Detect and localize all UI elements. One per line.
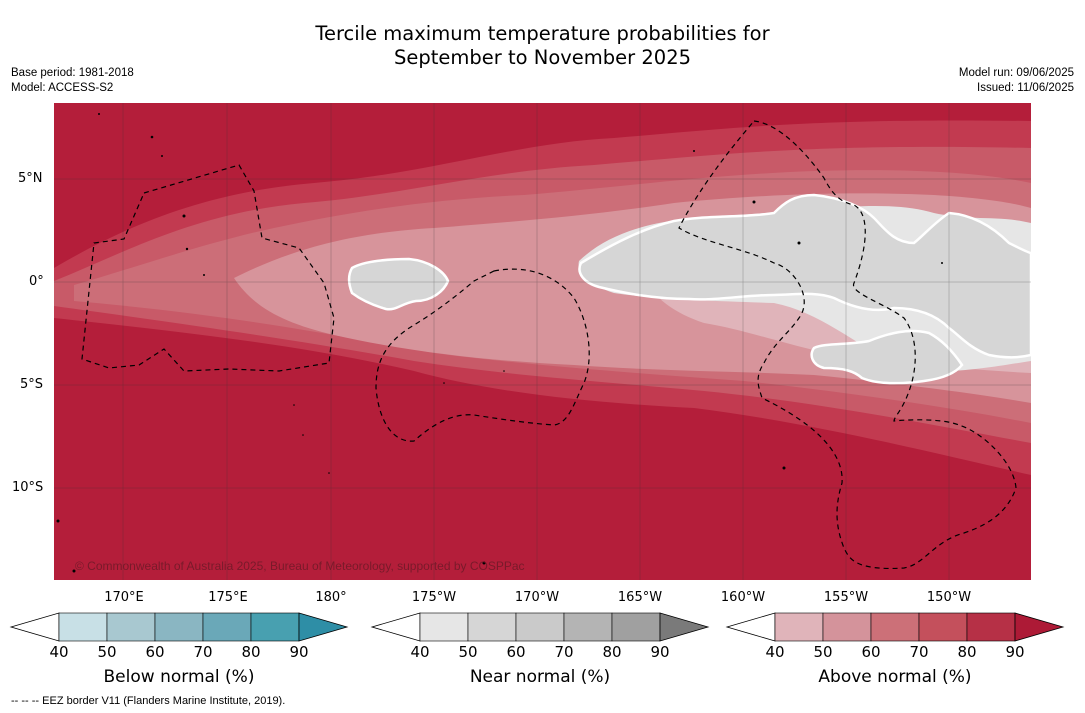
- issued-date: Issued: 11/06/2025: [977, 81, 1074, 94]
- cb-near-tick-90: 90: [650, 643, 670, 661]
- title-line-1: Tercile maximum temperature probabilitie…: [315, 22, 770, 45]
- grid-lines: [54, 103, 1031, 580]
- lat-label-5n: 5°N: [18, 171, 43, 186]
- cb-near-title: Near normal (%): [469, 667, 611, 687]
- lon-label-155w: 155°W: [823, 590, 869, 605]
- lon-label-165w: 165°W: [617, 590, 663, 605]
- above-segment-40: [774, 612, 824, 642]
- cb-below-tick-50: 50: [97, 643, 117, 661]
- probability-map: © Commonwealth of Australia 2025, Bureau…: [54, 103, 1031, 580]
- below-extend-high: [298, 612, 349, 642]
- below-extend-low: [9, 612, 60, 642]
- lat-label-0: 0°: [29, 274, 44, 289]
- near-segment-70: [563, 612, 613, 642]
- map-svg: [54, 103, 1031, 580]
- cb-below-tick-90: 90: [289, 643, 309, 661]
- colorbar-below: [9, 612, 349, 642]
- lon-label-150w: 150°W: [926, 590, 972, 605]
- near-segment-80: [611, 612, 661, 642]
- lon-label-175w: 175°W: [411, 590, 457, 605]
- cb-below-tick-40: 40: [49, 643, 69, 661]
- above-segment-60: [870, 612, 920, 642]
- near-segment-60: [515, 612, 565, 642]
- lon-label-160w: 160°W: [720, 590, 766, 605]
- lon-label-170w: 170°W: [514, 590, 560, 605]
- cb-near-tick-80: 80: [602, 643, 622, 661]
- near-extend-low: [370, 612, 421, 642]
- cb-below-tick-60: 60: [145, 643, 165, 661]
- colorbars-svg: [9, 612, 1065, 642]
- below-segment-80: [250, 612, 300, 642]
- near-segment-50: [467, 612, 517, 642]
- cb-above-tick-60: 60: [861, 643, 881, 661]
- lon-label-180: 180°: [315, 590, 347, 605]
- cb-above-tick-90: 90: [1005, 643, 1025, 661]
- copyright-note: © Commonwealth of Australia 2025, Bureau…: [75, 559, 525, 573]
- base-period: Base period: 1981-2018: [11, 67, 134, 79]
- cb-near-tick-40: 40: [410, 643, 430, 661]
- below-segment-50: [106, 612, 156, 642]
- cb-near-tick-60: 60: [506, 643, 526, 661]
- cb-near-tick-70: 70: [554, 643, 574, 661]
- cb-above-title: Above normal (%): [818, 667, 972, 687]
- below-segment-60: [154, 612, 204, 642]
- cb-below-tick-80: 80: [241, 643, 261, 661]
- cb-below-title: Below normal (%): [103, 667, 255, 687]
- band-near-50-west: [347, 257, 450, 311]
- eez-central: [375, 268, 590, 442]
- band-near-50-east: [578, 193, 1031, 359]
- below-segment-70: [202, 612, 252, 642]
- lon-label-170e: 170°E: [104, 590, 144, 605]
- cb-above-tick-70: 70: [909, 643, 929, 661]
- cb-near-tick-50: 50: [458, 643, 478, 661]
- lat-label-10s: 10°S: [12, 480, 44, 495]
- meta-left: Base period: 1981-2018 Model: ACCESS-S2: [11, 66, 134, 95]
- eez-footnote: -- -- -- EEZ border V11 (Flanders Marine…: [11, 695, 286, 707]
- above-extend-high: [1014, 612, 1065, 642]
- cb-above-tick-80: 80: [957, 643, 977, 661]
- lat-label-5s: 5°S: [20, 377, 44, 392]
- chart-title: Tercile maximum temperature probabilitie…: [0, 22, 1085, 70]
- above-segment-80: [966, 612, 1016, 642]
- above-extend-low: [725, 612, 776, 642]
- above-segment-50: [822, 612, 872, 642]
- near-segment-40: [419, 612, 469, 642]
- cb-above-tick-50: 50: [813, 643, 833, 661]
- near-extend-high: [659, 612, 710, 642]
- band-near-50-se: [810, 329, 964, 385]
- eez-borders: [81, 120, 1017, 570]
- eez-east: [678, 120, 1017, 570]
- cb-below-tick-70: 70: [193, 643, 213, 661]
- colorbar-near: [370, 612, 710, 642]
- eez-west: [81, 164, 335, 372]
- meta-right: Model run: 09/06/2025 Issued: 11/06/2025: [959, 66, 1074, 95]
- above-segment-70: [918, 612, 968, 642]
- colorbar-above: [725, 612, 1065, 642]
- model-name: Model: ACCESS-S2: [11, 81, 114, 94]
- model-run: Model run: 09/06/2025: [958, 67, 1074, 79]
- islands: [56, 113, 943, 573]
- title-line-2: September to November 2025: [393, 46, 692, 69]
- lon-label-175e: 175°E: [208, 590, 248, 605]
- below-segment-40: [58, 612, 108, 642]
- cb-above-tick-40: 40: [765, 643, 785, 661]
